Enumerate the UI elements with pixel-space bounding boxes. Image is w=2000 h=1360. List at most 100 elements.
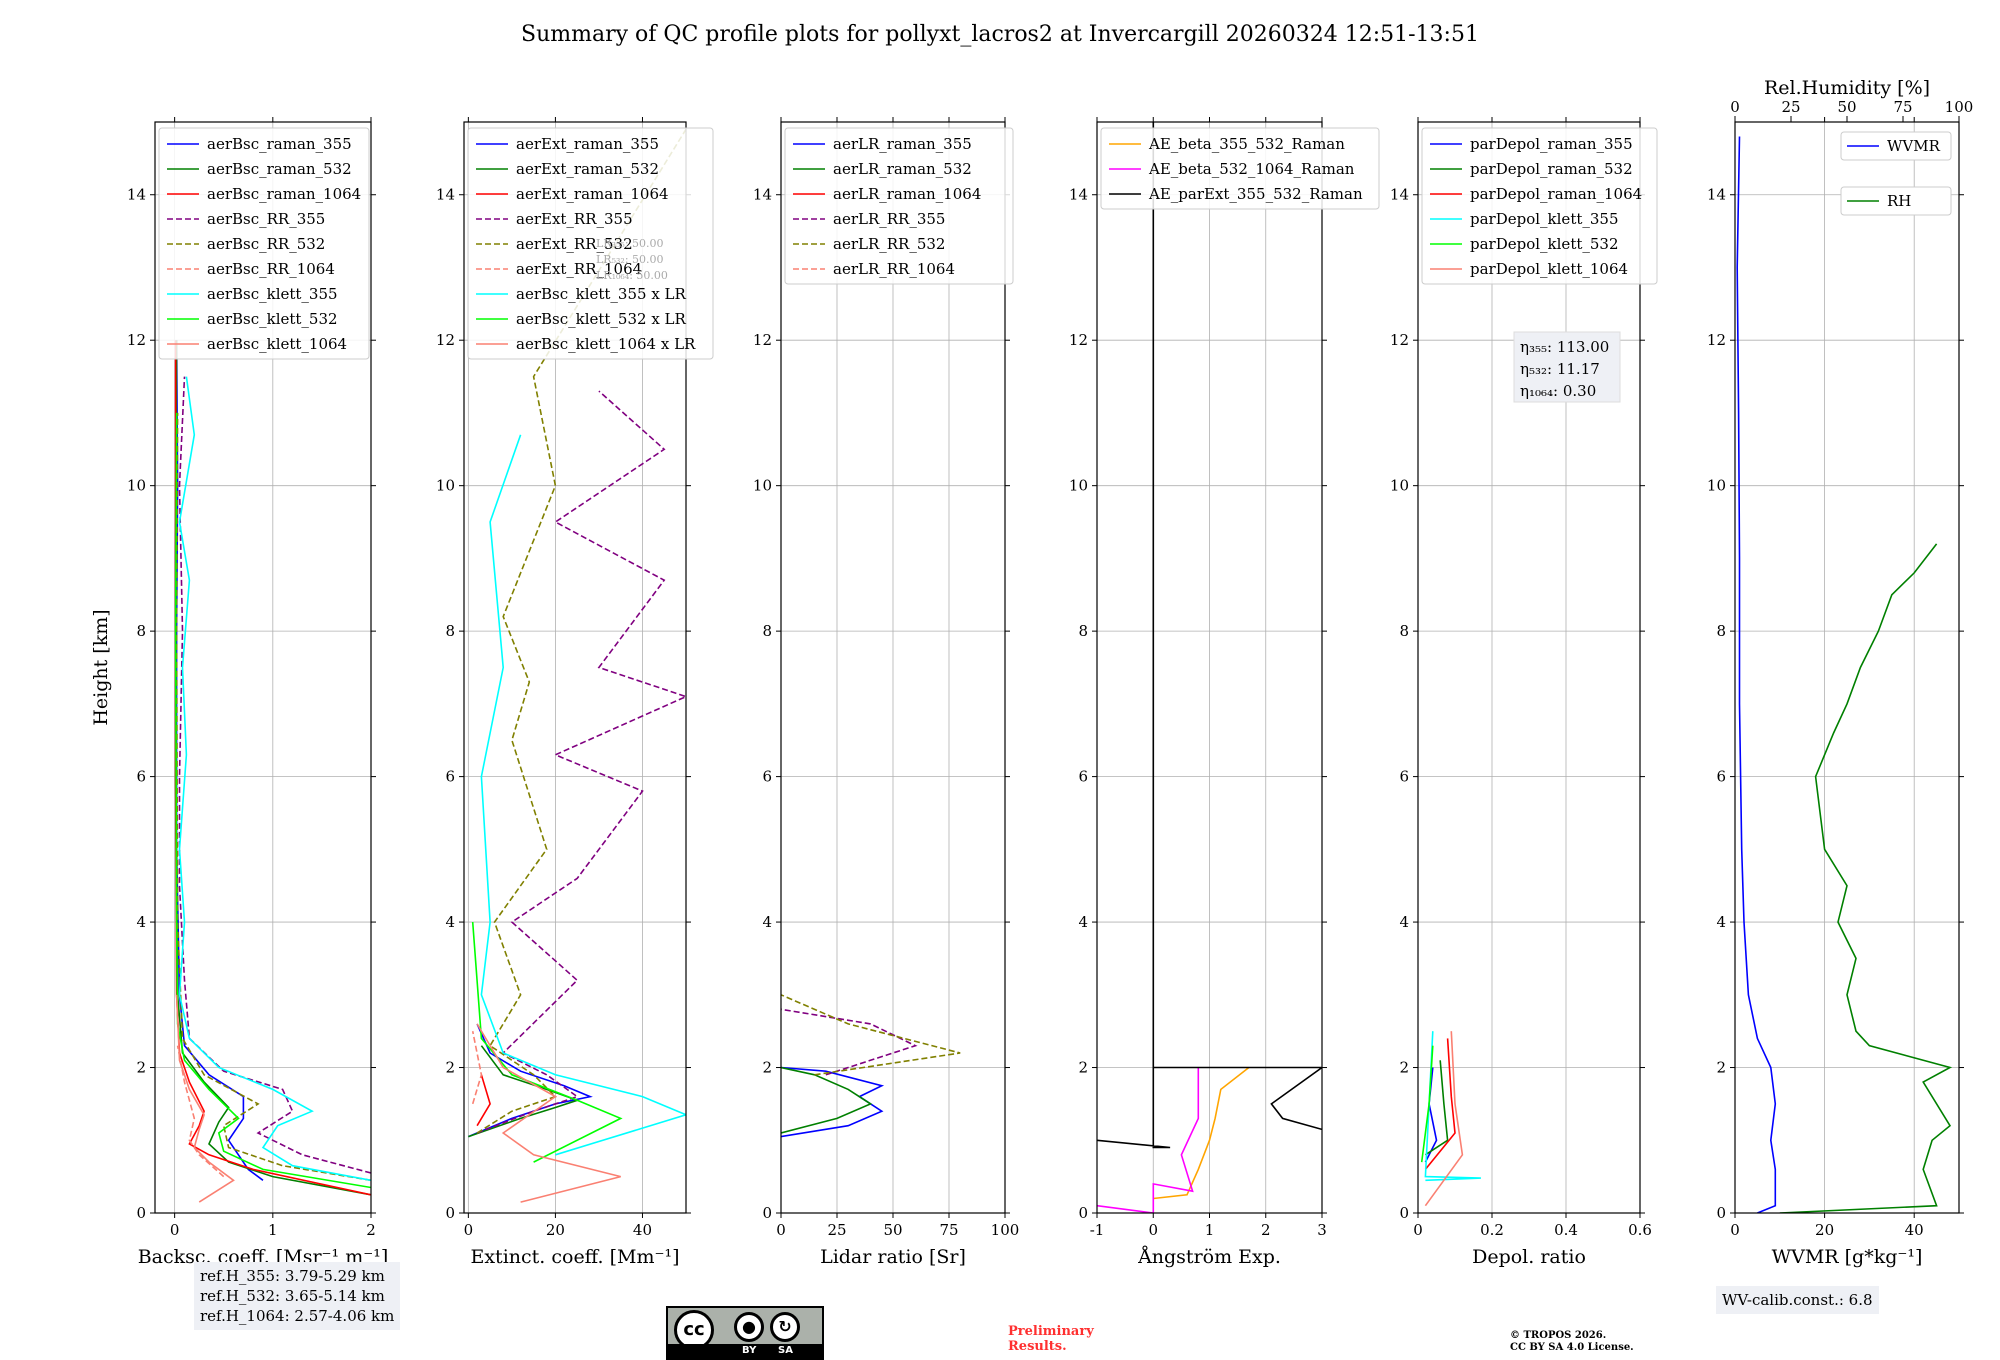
x-tick-label: 0 xyxy=(170,1221,180,1239)
series-line-AE-beta-532-1064-Raman xyxy=(1097,1067,1200,1213)
x-axis-label: Lidar ratio [Sr] xyxy=(820,1246,966,1268)
axes-frame xyxy=(154,121,372,1214)
top-x-tick-label: 0 xyxy=(1730,98,1740,116)
legend-label: aerExt_RR_1064 xyxy=(516,260,642,278)
cc-by-label: BY xyxy=(742,1345,757,1356)
legend-label: parDepol_raman_532 xyxy=(1470,160,1633,178)
legend-label: aerExt_raman_532 xyxy=(516,160,659,178)
axes-frame xyxy=(1734,121,1960,1214)
x-tick-label: 25 xyxy=(827,1221,846,1239)
series-group xyxy=(781,994,961,1138)
series-line-aerBsc-RR-355 xyxy=(178,376,371,1174)
series-line-RH xyxy=(1779,543,1953,1213)
chart-extinction: 0 20 40 0 2 4 6 8 10 12 14 Extinct. coeff. [Mm⁻¹] ae… xyxy=(436,117,714,1268)
preliminary-line-1: Preliminary xyxy=(1008,1324,1094,1339)
legend-box xyxy=(158,127,370,360)
y-axis-label: Height [km] xyxy=(90,609,112,725)
legend-box xyxy=(1421,127,1658,285)
x-tick-label: 0.2 xyxy=(1480,1221,1504,1239)
series-line-WVMR xyxy=(1736,136,1777,1213)
y-tick-label: 14 xyxy=(1390,186,1409,204)
legend-box xyxy=(1100,127,1380,210)
series-line-AE-beta-355-532-Raman xyxy=(1153,1066,1250,1200)
series-line-parDepol-raman-532 xyxy=(1424,1060,1449,1156)
x-axis-label: Ångström Exp. xyxy=(1137,1246,1281,1268)
x-tick-label: 20 xyxy=(546,1221,565,1239)
eta-box xyxy=(1513,331,1621,403)
legend-label: AE_parExt_355_532_Raman xyxy=(1148,185,1363,203)
top-x-tick-label: 25 xyxy=(1781,98,1800,116)
y-tick-label: 6 xyxy=(445,768,455,786)
grid xyxy=(1734,122,1959,1214)
x-tick-label: 50 xyxy=(883,1221,902,1239)
preliminary-note: Preliminary Results. xyxy=(1008,1324,1094,1354)
chart-water_vapour: 0 20 40 0 2 4 6 8 10 12 14 WVMR [g*kg⁻¹] 0 25 50 75 100 R… xyxy=(1707,77,1973,1268)
y-tick-label: 8 xyxy=(136,622,146,640)
y-tick-label: 6 xyxy=(1399,768,1409,786)
eta-label: η₃₅₅: 113.00 xyxy=(1520,338,1609,356)
y-tick-label: 2 xyxy=(445,1059,455,1077)
y-tick-label: 6 xyxy=(762,768,772,786)
y-tick-label: 6 xyxy=(136,768,146,786)
legend-label: aerBsc_raman_1064 xyxy=(207,185,361,203)
top-x-tick-label: 100 xyxy=(1945,98,1974,116)
x-tick-label: -1 xyxy=(1090,1221,1105,1239)
series-line-parDepol-raman-1064 xyxy=(1424,1038,1456,1170)
series-line-aerLR-raman-532 xyxy=(781,1066,873,1134)
x-axis-label: WVMR [g*kg⁻¹] xyxy=(1772,1246,1923,1268)
legend-label: aerExt_RR_532 xyxy=(516,235,633,253)
legend-label: aerBsc_klett_532 x LR xyxy=(516,310,687,328)
legend-label: aerBsc_RR_1064 xyxy=(207,260,335,278)
series-line-aerBsc-klett-355 xyxy=(178,376,371,1182)
top-x-tick-label: 50 xyxy=(1837,98,1856,116)
grid xyxy=(1096,122,1323,1214)
x-tick-label: 2 xyxy=(1261,1221,1271,1239)
series-line-AE-parExt-355-532-Raman xyxy=(1097,122,1322,1149)
y-tick-label: 14 xyxy=(127,186,146,204)
cc-badge-bar xyxy=(668,1344,822,1358)
legend-label: RH xyxy=(1887,192,1911,210)
y-tick-label: 12 xyxy=(753,331,772,349)
x-tick-label: 1 xyxy=(268,1221,278,1239)
series-line-aerBsc-RR-1064 xyxy=(176,1045,225,1178)
chart-depolarization: 0 0.2 0.4 0.6 0 2 4 6 8 10 12 14 Depol. ratio parDepo… xyxy=(1390,117,1658,1268)
series-line-aerBsc-klett-1064 xyxy=(175,994,235,1203)
y-tick-label: 14 xyxy=(1069,186,1088,204)
series-line-aerBsc-klett-1064-x-LR xyxy=(476,1023,621,1203)
grid xyxy=(780,122,1006,1214)
y-tick-label: 12 xyxy=(436,331,455,349)
ref-height-532: ref.H_532: 3.65-5.14 km xyxy=(200,1287,385,1305)
y-tick-label: 0 xyxy=(136,1204,146,1222)
series-line-aerExt-RR-532 xyxy=(476,128,686,1134)
series-line-aerExt-raman-1064 xyxy=(476,1074,491,1127)
x-tick-label: 100 xyxy=(991,1221,1020,1239)
y-tick-label: 10 xyxy=(1390,477,1409,495)
series-line-aerLR-RR-532 xyxy=(781,994,961,1076)
legend-label: aerExt_RR_355 xyxy=(516,210,633,228)
legend-label: parDepol_klett_355 xyxy=(1470,210,1619,228)
y-tick-label: 6 xyxy=(1716,768,1726,786)
series-line-parDepol-klett-1064 xyxy=(1424,1031,1464,1207)
x-tick-label: 0.4 xyxy=(1554,1221,1578,1239)
top-x-tick-label: 75 xyxy=(1893,98,1912,116)
y-tick-label: 14 xyxy=(753,186,772,204)
x-axis-label: Extinct. coeff. [Mm⁻¹] xyxy=(470,1246,679,1268)
series-group xyxy=(468,128,686,1203)
ref-heights-box: ref.H_355: 3.79-5.29 km ref.H_532: 3.65-… xyxy=(194,1262,401,1330)
y-tick-label: 10 xyxy=(1069,477,1088,495)
series-line-aerLR-RR-355 xyxy=(781,1008,918,1076)
x-tick-label: 2 xyxy=(366,1221,376,1239)
copyright-note: © TROPOS 2026. CC BY SA 4.0 License. xyxy=(1510,1330,1634,1354)
x-tick-label: 40 xyxy=(1905,1221,1924,1239)
legend-label: aerExt_raman_1064 xyxy=(516,185,669,203)
cc-sa-label: SA xyxy=(778,1345,793,1356)
series-line-aerBsc-raman-355 xyxy=(175,340,264,1181)
legend-label: AE_beta_355_532_Raman xyxy=(1148,135,1345,153)
x-tick-label: 20 xyxy=(1815,1221,1834,1239)
legend-label: aerBsc_RR_532 xyxy=(207,235,325,253)
y-tick-label: 2 xyxy=(1078,1059,1088,1077)
x-tick-label: 1 xyxy=(1205,1221,1215,1239)
